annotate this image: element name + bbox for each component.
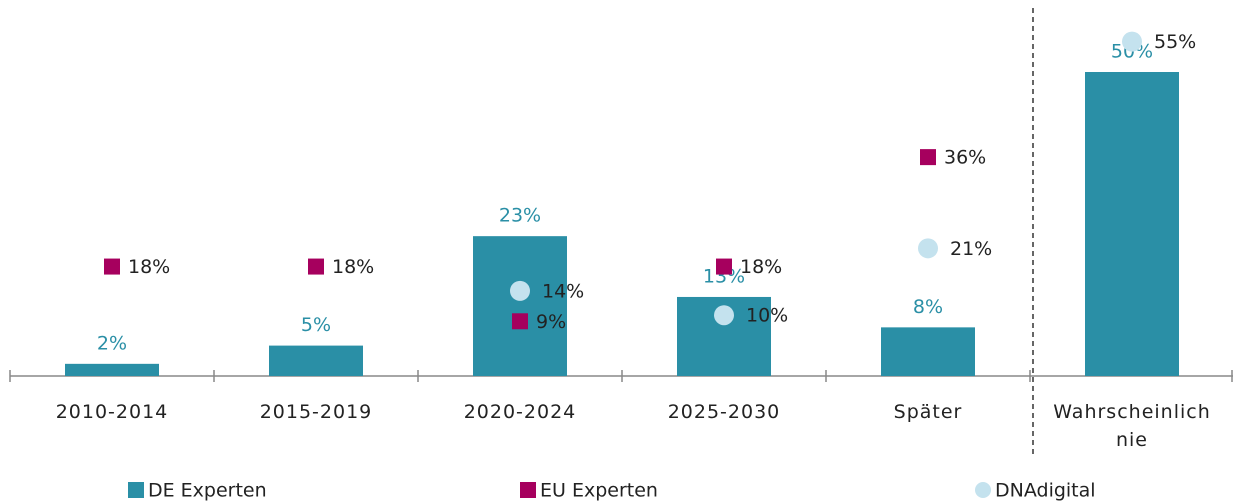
x-tick-label: Wahrscheinlich nie <box>1053 401 1211 451</box>
marker-square <box>716 258 732 275</box>
marker-square <box>104 258 120 275</box>
x-tick-label: 2015-2019 <box>259 401 373 423</box>
bar <box>881 327 975 376</box>
value-label: 5% <box>301 314 331 336</box>
legend-swatch <box>128 482 144 498</box>
bar <box>65 363 159 376</box>
marker-square <box>512 313 528 330</box>
legend-swatch <box>975 482 991 498</box>
bar <box>269 345 363 376</box>
marker-square <box>308 258 324 275</box>
bar <box>473 236 567 376</box>
x-tick-label: 2025-2030 <box>667 401 781 423</box>
value-label: 23% <box>499 205 541 227</box>
marker-circle <box>1122 31 1142 52</box>
value-label: 18% <box>740 256 782 278</box>
legend-label: DNAdigital <box>995 480 1096 502</box>
value-label: 9% <box>536 311 566 333</box>
value-label: 18% <box>332 256 374 278</box>
x-tick-label: 2010-2014 <box>55 401 169 423</box>
x-tick-label: 2020-2024 <box>463 401 577 423</box>
value-label: 2% <box>97 332 127 354</box>
value-label: 14% <box>542 280 584 302</box>
legend-label: DE Experten <box>148 480 267 502</box>
value-label: 8% <box>913 296 943 318</box>
legend-swatch <box>520 482 536 498</box>
bar <box>1085 72 1179 376</box>
legend-label: EU Experten <box>540 480 658 502</box>
value-label: 36% <box>944 147 986 169</box>
marker-square <box>920 149 936 166</box>
value-label: 10% <box>746 305 788 327</box>
marker-circle <box>918 238 938 259</box>
value-label: 18% <box>128 256 170 278</box>
value-label: 55% <box>1154 31 1196 53</box>
x-tick-label: Später <box>893 401 963 423</box>
marker-circle <box>714 305 734 326</box>
value-label: 21% <box>950 238 992 260</box>
marker-circle <box>510 280 530 301</box>
value-label: 13% <box>703 265 745 287</box>
